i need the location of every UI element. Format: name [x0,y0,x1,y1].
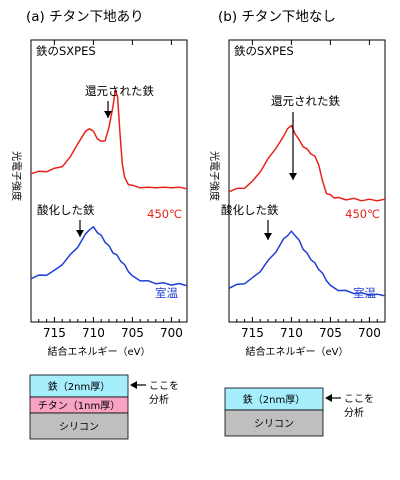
layer-label: シリコン [254,419,294,430]
y-axis-label: 光電子強度 [10,151,23,201]
series-line-1 [228,230,386,297]
layer-label: 鉄（2nm厚） [48,380,110,393]
annotation-arrowhead [264,233,272,240]
y-axis-label: 光電子強度 [208,151,221,201]
x-tick-label: 700 [160,326,183,340]
panel-b-title: (b) チタン下地なし [218,9,336,25]
x-tick-label: 705 [121,326,144,340]
series-label: 450℃ [345,207,380,221]
analysis-note-line2: 分析 [149,393,169,406]
x-axis-label: 結合エネルギー（eV） [48,345,151,358]
analysis-note-line1: ここを [344,393,374,405]
inner-label: 鉄のSXPES [36,44,96,58]
x-tick-label: 700 [358,326,381,340]
analysis-note-line2: 分析 [344,406,364,419]
layer-label: チタン（1nm厚） [38,400,120,412]
series-line-0 [228,124,386,202]
panel-a-title: (a) チタン下地あり [26,9,144,25]
panel-b-chart: 鉄のSXPES 光電子強度 715 710 705 700 結合エネルギー（eV） 450℃ 室… [208,39,386,358]
layer-label: シリコン [59,422,99,433]
analysis-arrowhead [130,381,137,389]
plot-frame [30,39,188,323]
analysis-arrowhead [325,394,332,402]
annotation-arrowhead [76,230,84,237]
x-tick-label: 705 [319,326,342,340]
series-label: 室温 [155,286,178,300]
series-label: 450℃ [147,207,182,221]
inner-label: 鉄のSXPES [234,44,294,58]
annotation-label: 酸化した鉄 [221,203,279,217]
x-tick-label: 715 [241,326,264,340]
layer-box [224,409,324,437]
panel-a-chart: 鉄のSXPES 光電子強度 715 710 705 700 結合エネルギー（eV） 450℃ 室… [10,39,188,358]
annotation-label: 酸化した鉄 [37,203,95,217]
series-line-1 [30,226,188,287]
x-tick-label: 715 [43,326,66,340]
annotation-label: 還元された鉄 [271,94,340,108]
annotation-arrowhead [104,111,112,118]
layer-box [29,412,129,440]
x-axis-label: 結合エネルギー（eV） [246,345,349,358]
series-label: 室温 [353,286,376,300]
annotation-arrowhead [289,173,297,180]
series-line-0 [30,89,188,190]
annotation-label: 還元された鉄 [85,84,154,98]
x-tick-label: 710 [280,326,303,340]
analysis-note-line1: ここを [149,380,179,392]
layer-label: 鉄（2nm厚） [243,393,305,406]
x-tick-label: 710 [82,326,105,340]
